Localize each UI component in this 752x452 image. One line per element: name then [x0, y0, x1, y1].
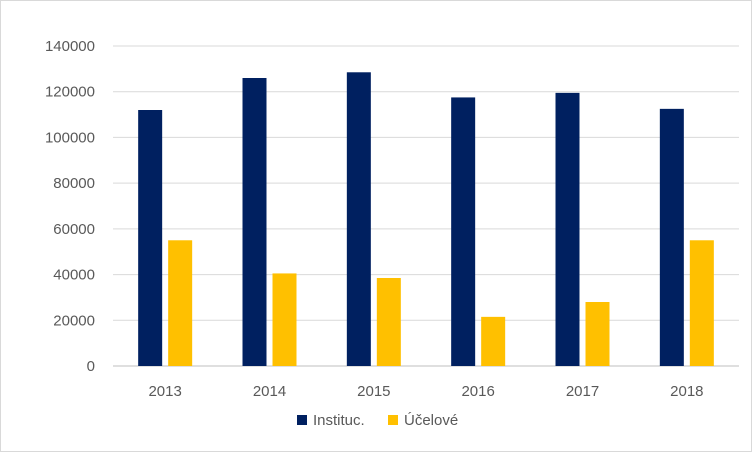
y-tick-label: 0	[87, 358, 95, 375]
bar-instituc-2017	[555, 92, 580, 366]
bar-ucelove-2013	[168, 240, 193, 366]
bar-instituc-2015	[346, 72, 371, 367]
x-tick-label: 2013	[148, 383, 181, 400]
y-tick-label: 120000	[45, 84, 95, 101]
bar-instituc-2018	[659, 108, 684, 366]
x-tick-label: 2017	[566, 383, 599, 400]
y-tick-label: 80000	[53, 175, 95, 192]
y-tick-label: 100000	[45, 129, 95, 146]
legend-swatch	[297, 415, 307, 425]
bar-instituc-2014	[242, 78, 267, 366]
bar-ucelove-2016	[481, 316, 506, 366]
bar-instituc-2016	[451, 97, 476, 366]
bar-ucelove-2014	[272, 273, 297, 366]
bar-ucelove-2018	[689, 240, 714, 366]
legend: Instituc. Účelové	[297, 412, 458, 429]
legend-swatch	[388, 415, 398, 425]
y-tick-label: 60000	[53, 221, 95, 238]
bar-ucelove-2017	[585, 302, 610, 366]
x-tick-label: 2018	[670, 383, 703, 400]
x-tick-label: 2014	[253, 383, 286, 400]
x-axis-tick-labels: 2013 2014 2015 2016 2017 2018	[148, 383, 703, 400]
y-tick-label: 40000	[53, 267, 95, 284]
legend-label: Účelové	[404, 412, 458, 429]
bars	[138, 72, 714, 367]
bar-ucelove-2015	[376, 278, 401, 366]
legend-label: Instituc.	[313, 412, 365, 429]
gridlines	[113, 45, 739, 367]
x-tick-label: 2016	[461, 383, 494, 400]
y-axis-tick-labels: 0 20000 40000 60000 80000 100000 120000 140000	[45, 38, 95, 375]
y-tick-label: 20000	[53, 312, 95, 329]
bar-instituc-2013	[138, 110, 163, 366]
x-tick-label: 2015	[357, 383, 390, 400]
y-tick-label: 140000	[45, 38, 95, 55]
